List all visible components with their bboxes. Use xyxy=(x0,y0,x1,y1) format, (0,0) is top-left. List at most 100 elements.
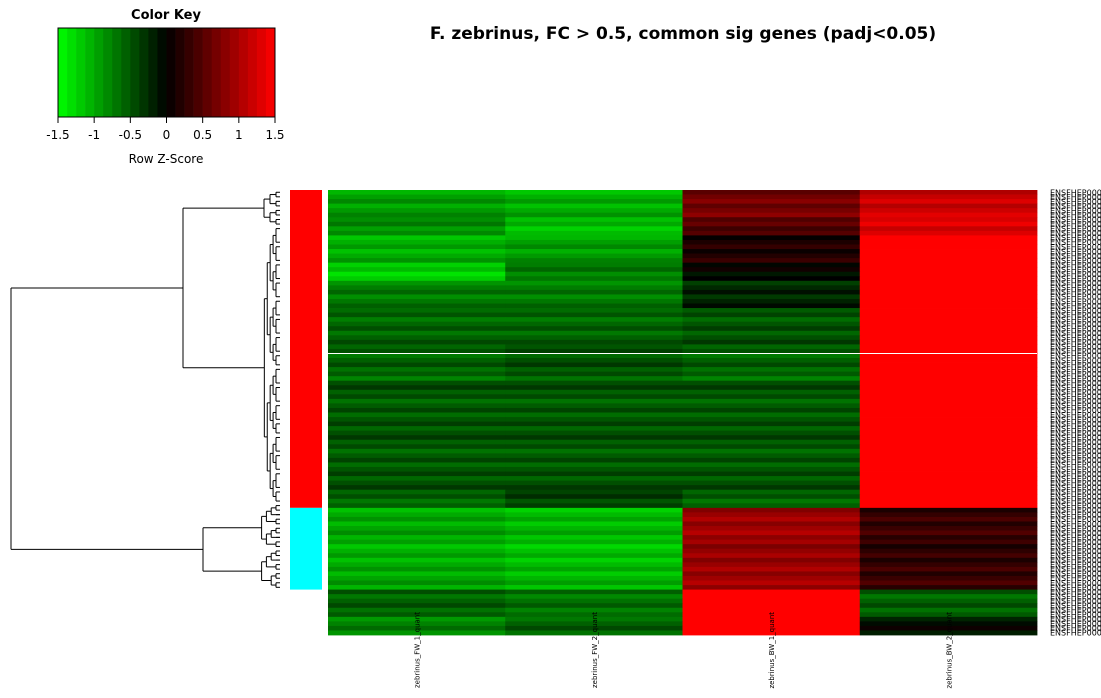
heatmap-cell xyxy=(328,212,506,218)
heatmap-cell xyxy=(682,280,861,286)
heatmap-cell xyxy=(859,426,1038,432)
heatmap-cell xyxy=(682,612,861,618)
row-label: ENSFHEP000 xyxy=(1050,343,1101,352)
color-key-tick-label: -1 xyxy=(88,128,100,142)
heatmap-cell xyxy=(505,521,683,527)
heatmap-cell xyxy=(682,616,861,622)
heatmap-cell xyxy=(328,298,506,304)
heatmap-cell xyxy=(682,262,861,268)
row-label: ENSFHEP000 xyxy=(1050,565,1101,574)
heatmap-cell xyxy=(682,471,861,477)
heatmap-cell xyxy=(859,571,1038,577)
heatmap-cell xyxy=(859,230,1038,236)
heatmap-cell xyxy=(859,194,1038,200)
color-key-title: Color Key xyxy=(131,8,201,23)
row-label: ENSFHEP000 xyxy=(1050,592,1101,601)
heatmap-cell xyxy=(328,589,506,595)
column-label: zebrinus_BW_2_quant xyxy=(945,612,953,689)
heatmap-cell xyxy=(505,235,683,241)
row-label: ENSFHEP000 xyxy=(1050,606,1101,615)
heatmap-cell xyxy=(328,394,506,400)
heatmap-cell xyxy=(505,580,683,586)
row-label: ENSFHEP000 xyxy=(1050,597,1101,606)
heatmap-cell xyxy=(328,530,506,536)
heatmap-cell xyxy=(328,271,506,277)
heatmap-cell xyxy=(859,471,1038,477)
heatmap-cell xyxy=(505,367,683,373)
heatmap-cell xyxy=(682,362,861,368)
heatmap-cell xyxy=(505,466,683,472)
heatmap-cell xyxy=(328,444,506,450)
heatmap-cell xyxy=(682,594,861,600)
heatmap-cell xyxy=(505,512,683,518)
heatmap-cell xyxy=(505,575,683,581)
heatmap-cell xyxy=(328,453,506,459)
heatmap-cell xyxy=(328,367,506,373)
heatmap-cell xyxy=(328,439,506,445)
heatmap-cell xyxy=(859,412,1038,418)
heatmap-cell xyxy=(682,494,861,500)
heatmap-cell xyxy=(505,190,683,195)
heatmap-cell xyxy=(505,276,683,282)
heatmap-cell xyxy=(859,394,1038,400)
heatmap-cell xyxy=(682,376,861,382)
heatmap-cell xyxy=(505,553,683,559)
heatmap-cell xyxy=(505,230,683,236)
row-label: ENSFHEP000 xyxy=(1050,188,1101,197)
heatmap-cell xyxy=(682,466,861,472)
color-key-swatch xyxy=(220,28,231,117)
heatmap-cell xyxy=(859,407,1038,413)
heatmap-cell xyxy=(505,385,683,391)
heatmap-cell xyxy=(505,253,683,259)
color-key-swatch xyxy=(58,28,68,117)
heatmap-cell xyxy=(505,194,683,200)
heatmap-cell xyxy=(859,362,1038,368)
heatmap-cell xyxy=(682,217,861,223)
heatmap-cell xyxy=(859,530,1038,536)
color-key-swatch xyxy=(238,28,249,117)
heatmap-cell xyxy=(859,253,1038,259)
heatmap-cell xyxy=(328,466,506,472)
color-key-swatch xyxy=(229,28,240,117)
heatmap-cell xyxy=(682,271,861,277)
heatmap-cell xyxy=(682,412,861,418)
heatmap-cell xyxy=(505,317,683,323)
heatmap-cell xyxy=(682,258,861,264)
heatmap-cell xyxy=(328,616,506,622)
heatmap-cell xyxy=(328,539,506,545)
color-key-swatch xyxy=(121,28,131,117)
row-label: ENSFHEP000 xyxy=(1050,206,1101,215)
heatmap-cell xyxy=(328,421,506,427)
heatmap-cell xyxy=(328,230,506,236)
heatmap-cell xyxy=(328,407,506,413)
heatmap-cell xyxy=(328,571,506,577)
row-label: ENSFHEP000 xyxy=(1050,293,1101,302)
color-key-swatch xyxy=(85,28,95,117)
heatmap-cell xyxy=(328,217,506,223)
heatmap-cell xyxy=(328,580,506,586)
heatmap-cell xyxy=(505,557,683,563)
heatmap-cell xyxy=(682,335,861,341)
color-key: Color Key -1.5 -1 -0.5 0 0.5 1 1.5 Row Z-Score xyxy=(46,8,284,166)
heatmap-cell xyxy=(859,462,1038,468)
heatmap-cell xyxy=(505,489,683,495)
heatmap-cell xyxy=(328,262,506,268)
heatmap-cell xyxy=(682,417,861,422)
heatmap-cell xyxy=(859,308,1038,313)
heatmap-cell xyxy=(859,312,1038,318)
heatmap-cell xyxy=(682,208,861,214)
heatmap-cell xyxy=(505,548,683,554)
heatmap-cell xyxy=(859,539,1038,545)
heatmap-cell xyxy=(859,317,1038,323)
heatmap-cell xyxy=(328,575,506,581)
heatmap-cell xyxy=(328,417,506,422)
heatmap-cell xyxy=(505,603,683,609)
row-label: ENSFHEP000 xyxy=(1050,320,1101,329)
heatmap-cell xyxy=(328,630,506,636)
row-label: ENSFHEP000 xyxy=(1050,483,1101,492)
heatmap-cell xyxy=(682,308,861,313)
color-key-swatch xyxy=(193,28,203,117)
heatmap-cell xyxy=(328,362,506,368)
row-label: ENSFHEP000 xyxy=(1050,365,1101,374)
row-label: ENSFHEP000 xyxy=(1050,197,1101,206)
